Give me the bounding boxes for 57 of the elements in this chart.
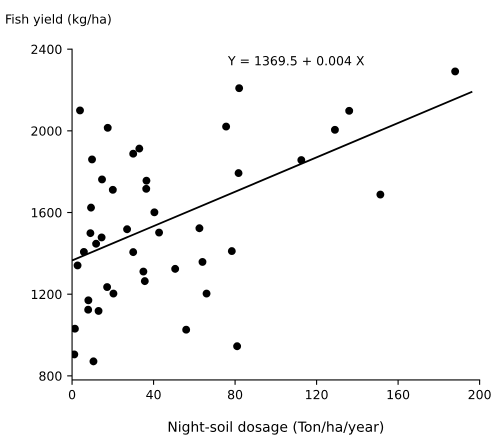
point [376, 190, 384, 198]
x-axis-title: Night-soil dosage (Ton/ha/year) [168, 421, 384, 435]
point [92, 240, 100, 248]
point [198, 258, 206, 266]
point [94, 306, 103, 315]
x-tick-label: 0 [68, 390, 76, 400]
point [98, 233, 106, 242]
point [195, 224, 204, 232]
point [90, 357, 98, 366]
point [74, 261, 82, 270]
point [76, 106, 84, 114]
point [345, 106, 354, 115]
point [135, 144, 144, 153]
point [129, 150, 138, 158]
point [202, 290, 211, 298]
y-tick-label: 2400 [31, 44, 62, 54]
y-tick-label: 1600 [32, 208, 62, 218]
point [330, 126, 339, 134]
y-tick-label: 800 [39, 371, 62, 381]
point [233, 342, 242, 350]
point [150, 208, 158, 216]
x-tick-label: 200 [468, 390, 491, 400]
point [171, 264, 180, 273]
point [235, 84, 244, 92]
x-tick-label: 80 [228, 390, 242, 400]
x-tick-label: 120 [306, 390, 328, 400]
x-tick-label: 40 [146, 390, 161, 400]
point [98, 175, 106, 184]
point [84, 296, 92, 304]
point [142, 184, 150, 193]
point [155, 228, 164, 236]
point [222, 122, 230, 131]
point [142, 176, 150, 185]
point [228, 247, 236, 256]
point [88, 155, 96, 164]
annotation: Y = 1369.5 + 0.004 X [228, 56, 364, 66]
x-tick-label: 160 [388, 390, 410, 400]
point [108, 186, 117, 194]
point [72, 324, 79, 333]
point [451, 67, 460, 76]
point [103, 283, 112, 291]
point [87, 204, 95, 212]
point [123, 225, 132, 234]
point [129, 248, 138, 256]
point [84, 306, 92, 314]
point [80, 248, 88, 256]
point [104, 124, 112, 132]
point [109, 290, 118, 298]
point [297, 156, 306, 164]
point [139, 268, 148, 276]
point [182, 326, 190, 334]
y-tick-label: 1200 [32, 290, 62, 300]
point [140, 277, 149, 286]
point [234, 169, 242, 178]
y-tick-label: 2000 [31, 126, 62, 136]
point [86, 229, 94, 238]
y-axis-title: Fish yield (kg/ha) [6, 14, 111, 26]
